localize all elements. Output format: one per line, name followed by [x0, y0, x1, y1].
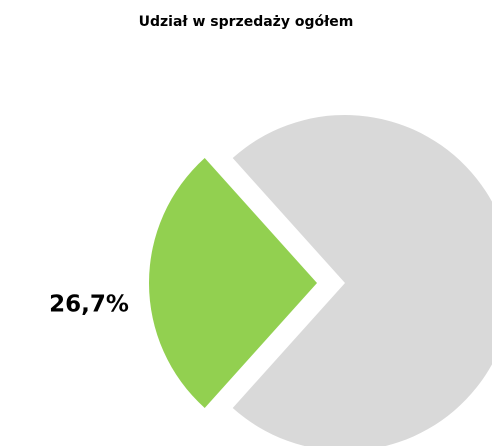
pie-slice [148, 158, 317, 408]
data-label: 26,7% [49, 292, 129, 318]
pie-slice [232, 115, 492, 446]
chart-title: Udział w sprzedaży ogółem [139, 14, 354, 30]
